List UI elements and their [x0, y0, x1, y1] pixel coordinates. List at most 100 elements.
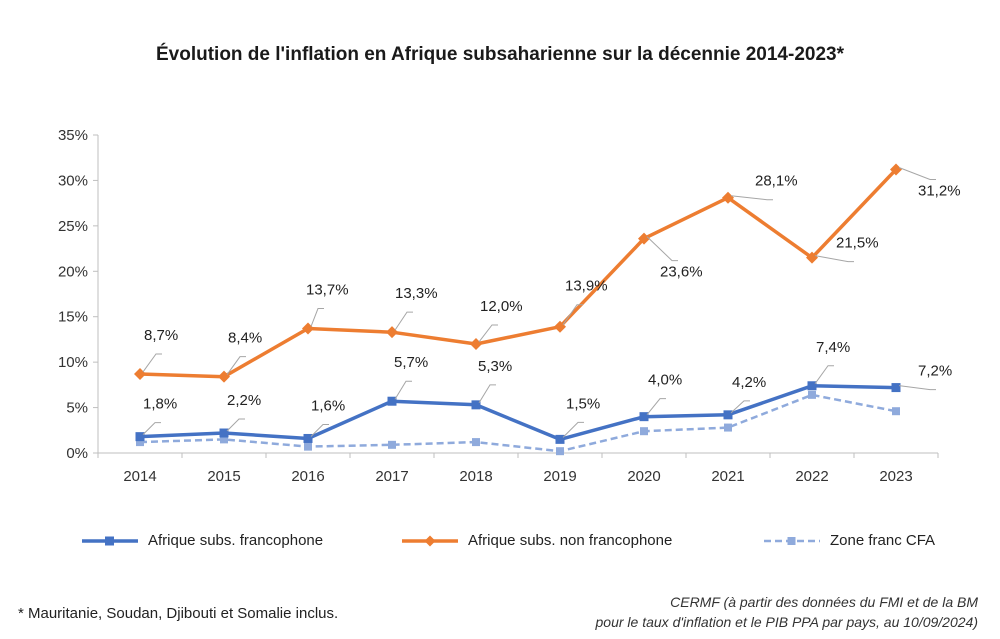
- source-line-2: pour le taux d'inflation et le PIB PPA p…: [595, 614, 978, 630]
- label-leader-line: [562, 421, 584, 438]
- data-label: 13,9%: [565, 278, 608, 295]
- data-point: [808, 390, 816, 399]
- label-leader-line: [898, 167, 936, 181]
- series-2: [136, 390, 900, 456]
- data-label: 2,2%: [227, 392, 261, 409]
- source-note: CERMF (à partir des données du FMI et de…: [596, 592, 978, 632]
- label-leader-line: [394, 380, 412, 400]
- label-leader-line: [478, 384, 496, 404]
- data-label: 4,2%: [732, 374, 766, 391]
- series-line-1: [139, 168, 898, 379]
- data-label: 8,4%: [228, 330, 262, 347]
- data-label: 1,6%: [311, 397, 345, 414]
- data-point: [219, 428, 229, 438]
- chart-axes: 0% 5% 10% 15% 20% 25% 30% 35% 2014 2015 2016 2017 20…: [58, 127, 939, 485]
- label-leader-line: [562, 304, 583, 325]
- data-point: [386, 326, 398, 339]
- label-leader-line: [646, 398, 666, 415]
- data-point: [218, 370, 230, 383]
- data-point: [555, 434, 565, 444]
- data-point: [303, 433, 313, 443]
- data-point: [471, 400, 481, 410]
- data-label: 12,0%: [480, 298, 523, 315]
- data-point: [134, 367, 146, 380]
- line-chart: 0% 5% 10% 15% 20% 25% 30% 35% 2014 2015 2016 2017 20…: [58, 127, 961, 485]
- legend-label-zone-franc-cfa: Zone franc CFA: [830, 532, 936, 549]
- label-leader-line: [730, 400, 750, 414]
- data-label: 8,7%: [144, 327, 178, 344]
- y-tick-label: 25%: [58, 218, 88, 235]
- series-line-0: [139, 384, 897, 442]
- legend-marker-zone-franc-cfa: [764, 536, 820, 545]
- chart-data-labels: 1,8% 2,2% 1,6% 5,7% 5,3% 1,5% 4,0% 4,2% 7,4% 7,2%…: [142, 167, 961, 438]
- data-point: [554, 320, 566, 333]
- data-point: [640, 427, 648, 436]
- data-point: [723, 410, 733, 420]
- data-point: [639, 412, 649, 422]
- data-point: [891, 383, 901, 393]
- data-point: [470, 337, 482, 350]
- data-point: [806, 251, 818, 264]
- legend-label-francophone: Afrique subs. francophone: [148, 532, 324, 549]
- legend-item-francophone: Afrique subs. francophone: [82, 532, 323, 549]
- data-label: 13,7%: [306, 282, 349, 299]
- x-tick-label: 2022: [795, 468, 828, 485]
- data-label: 1,8%: [143, 396, 177, 413]
- data-label: 21,5%: [836, 235, 879, 252]
- data-label: 13,3%: [395, 285, 438, 302]
- data-point: [136, 438, 144, 447]
- data-point: [304, 442, 312, 451]
- label-leader-line: [478, 324, 498, 343]
- y-tick-label: 30%: [58, 172, 88, 189]
- data-label: 5,3%: [478, 358, 512, 375]
- data-point: [807, 381, 817, 391]
- legend-item-non-francophone: Afrique subs. non francophone: [402, 532, 672, 549]
- y-tick-label: 20%: [58, 263, 88, 280]
- data-point: [892, 407, 900, 416]
- legend-label-non-francophone: Afrique subs. non francophone: [468, 532, 673, 549]
- label-leader-line: [730, 195, 773, 201]
- y-tick-label: 10%: [58, 354, 88, 371]
- series-1: [134, 163, 902, 383]
- data-label: 5,7%: [394, 354, 428, 371]
- data-label: 4,0%: [648, 372, 682, 389]
- data-point: [387, 396, 397, 406]
- label-leader-line: [814, 365, 834, 385]
- x-tick-label: 2023: [879, 468, 912, 485]
- data-point: [135, 432, 145, 442]
- legend-item-zone-franc-cfa: Zone franc CFA: [764, 532, 935, 549]
- data-point: [388, 440, 396, 449]
- x-tick-label: 2014: [123, 468, 156, 485]
- x-tick-label: 2016: [291, 468, 324, 485]
- data-label: 28,1%: [755, 173, 798, 190]
- label-leader-line: [142, 422, 161, 435]
- legend-marker-non-francophone: [402, 535, 458, 546]
- source-line-1: CERMF (à partir des données du FMI et de…: [670, 594, 978, 610]
- data-label: 7,4%: [816, 339, 850, 356]
- y-tick-label: 5%: [66, 400, 88, 417]
- x-tick-label: 2015: [207, 468, 240, 485]
- x-tick-label: 2021: [711, 468, 744, 485]
- label-leader-line: [646, 236, 678, 262]
- label-leader-line: [142, 353, 162, 373]
- x-tick-label: 2019: [543, 468, 576, 485]
- data-label: 1,5%: [566, 395, 600, 412]
- series-0: [135, 381, 901, 444]
- data-point: [724, 423, 732, 432]
- chart-title: Évolution de l'inflation en Afrique subs…: [155, 44, 844, 65]
- chart-legend: Afrique subs. francophone Afrique subs. …: [0, 532, 1000, 562]
- x-tick-label: 2017: [375, 468, 408, 485]
- y-tick-label: 35%: [58, 127, 88, 144]
- label-leader-line: [814, 255, 854, 263]
- data-point: [722, 191, 734, 204]
- y-tick-label: 0%: [66, 445, 88, 462]
- label-leader-line: [226, 418, 245, 432]
- label-leader-line: [310, 308, 324, 327]
- x-tick-label: 2018: [459, 468, 492, 485]
- data-point: [220, 435, 228, 444]
- y-tick-label: 15%: [58, 309, 88, 326]
- data-point: [556, 447, 564, 456]
- data-label: 7,2%: [918, 363, 952, 380]
- legend-marker-francophone: [82, 536, 138, 545]
- footnote: * Mauritanie, Soudan, Djibouti et Somali…: [18, 605, 339, 622]
